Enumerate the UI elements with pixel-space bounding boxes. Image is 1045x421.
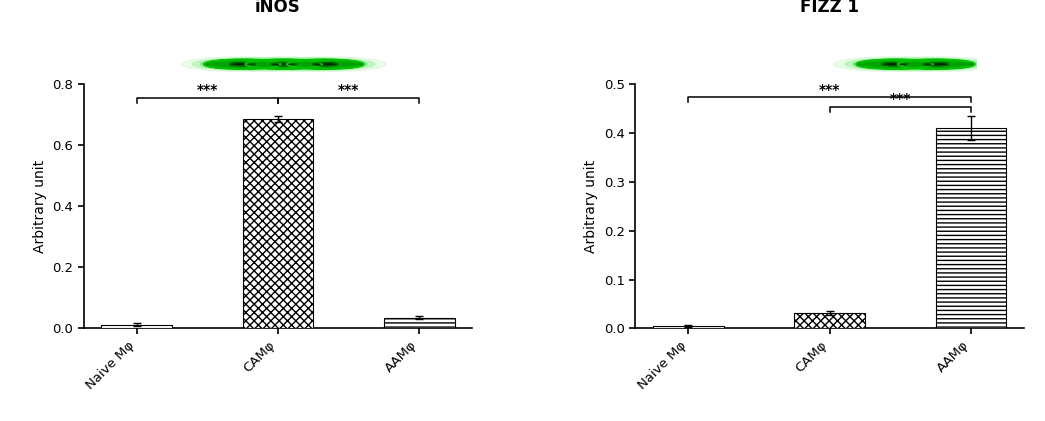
Text: ***: *** (889, 93, 911, 107)
Text: ***: *** (196, 83, 218, 97)
Circle shape (882, 63, 907, 66)
Circle shape (234, 58, 333, 70)
Circle shape (861, 60, 929, 68)
Circle shape (893, 59, 978, 69)
Circle shape (181, 57, 304, 72)
Bar (935, 128, 1006, 328)
Y-axis label: Arbitrary unit: Arbitrary unit (584, 160, 599, 253)
Circle shape (192, 58, 293, 70)
Circle shape (209, 60, 276, 68)
Circle shape (886, 58, 986, 70)
Circle shape (263, 57, 387, 72)
Bar (242, 119, 314, 328)
Circle shape (246, 59, 322, 69)
Circle shape (833, 57, 956, 72)
Circle shape (853, 59, 937, 69)
Circle shape (250, 60, 318, 68)
Circle shape (844, 58, 945, 70)
Circle shape (924, 63, 949, 66)
Circle shape (292, 60, 359, 68)
Title: iNOS: iNOS (255, 0, 301, 16)
Circle shape (856, 59, 933, 69)
Circle shape (875, 57, 998, 72)
Circle shape (898, 59, 975, 69)
Circle shape (230, 63, 255, 66)
Circle shape (275, 58, 375, 70)
Circle shape (201, 59, 284, 69)
Bar (101, 325, 172, 328)
Circle shape (286, 59, 364, 69)
Title: FIZZ 1: FIZZ 1 (800, 0, 859, 16)
Circle shape (902, 60, 970, 68)
Circle shape (204, 59, 281, 69)
Circle shape (312, 63, 338, 66)
Bar (384, 318, 455, 328)
Circle shape (272, 63, 296, 66)
Y-axis label: Arbitrary unit: Arbitrary unit (32, 160, 47, 253)
Text: ***: *** (819, 83, 840, 97)
Bar (794, 313, 865, 328)
Circle shape (223, 57, 345, 72)
Circle shape (241, 59, 326, 69)
Circle shape (283, 59, 368, 69)
Text: ***: *** (338, 83, 359, 97)
Bar (653, 326, 724, 328)
